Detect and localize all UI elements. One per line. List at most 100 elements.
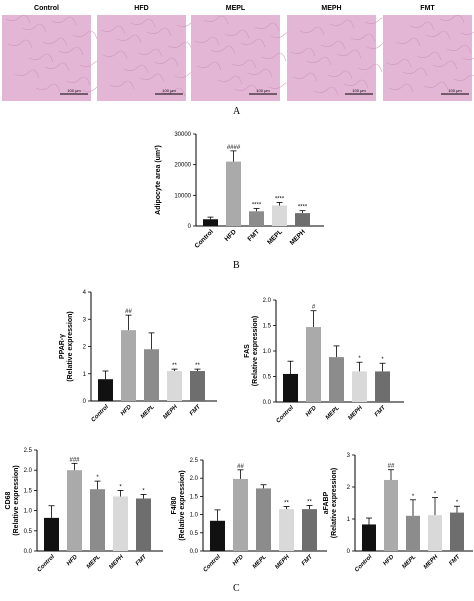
- tissue-membrane: [462, 57, 474, 60]
- x-tick-label: MEPH: [162, 404, 179, 421]
- tissue-membrane: [109, 80, 135, 90]
- tissue-membrane: [343, 79, 369, 89]
- x-tick-label: FMT: [448, 553, 462, 567]
- x-tick-label: FMT: [301, 553, 315, 567]
- tissue-membrane: [388, 83, 414, 93]
- x-tick-label: HFD: [66, 554, 79, 567]
- tissue-membrane: [357, 63, 383, 73]
- significance-label: *: [381, 357, 384, 363]
- tissue-membrane: [7, 39, 33, 49]
- tissue-membrane: [194, 36, 220, 46]
- x-tick-label: FMT: [374, 404, 388, 418]
- bar-hfd: [384, 479, 398, 551]
- y-tick-label: 20000: [174, 163, 191, 169]
- tissue-membrane: [5, 14, 31, 24]
- histology-image-meph: [287, 15, 376, 101]
- x-tick-label: FMT: [247, 228, 261, 242]
- bar-meph: [167, 371, 182, 401]
- tissue-membrane: [51, 16, 77, 26]
- bar-hfd: [306, 327, 321, 402]
- y-axis-label-units: (Relative expression): [13, 465, 20, 535]
- x-tick-label: HFD: [120, 404, 133, 417]
- y-tick-label: 2.5: [24, 448, 33, 454]
- tissue-membrane: [425, 30, 451, 40]
- y-tick-label: 0.5: [263, 375, 272, 381]
- significance-label: ****: [275, 196, 285, 202]
- histology-label-fmt: FMT: [420, 5, 435, 12]
- y-tick-label: 2.0: [24, 468, 33, 474]
- bar-fmt: [136, 498, 151, 551]
- bar-fmt: [375, 371, 390, 402]
- tissue-membrane: [123, 64, 149, 74]
- bar-meph: [352, 371, 367, 402]
- x-tick-label: HFD: [224, 228, 239, 243]
- y-tick-label: 0: [188, 224, 192, 230]
- y-tick-label: 0.5: [190, 531, 199, 537]
- y-axis-label: aFABP: [323, 491, 330, 514]
- tissue-membrane: [102, 50, 128, 60]
- bar-fmt: [190, 371, 205, 401]
- bar-hfd: [226, 161, 241, 226]
- significance-label: *: [142, 488, 145, 494]
- tissue-membrane: [160, 87, 186, 97]
- tissue-membrane: [306, 56, 332, 66]
- x-tick-label: MEPL: [401, 554, 417, 570]
- tissue-membrane: [72, 30, 98, 40]
- significance-label: *: [119, 484, 122, 490]
- x-tick-label: Control: [37, 554, 57, 574]
- bar-control: [362, 524, 376, 551]
- chart-fas: 0.0 0.5 1.0 1.5 2.0 FAS (Relative expression) C…: [244, 298, 404, 424]
- chart-area: 0 10000 20000 30000 Adipocyte area (um²) Cont…: [155, 132, 324, 250]
- y-axis-label-units: (Relative expression): [179, 470, 186, 540]
- bar-meph: [428, 515, 442, 551]
- y-tick-label: 1: [83, 372, 87, 378]
- scale-bar-label: 100 μm: [162, 88, 176, 93]
- bar-mepl: [256, 488, 271, 551]
- y-axis-label-units: (Relative expression): [67, 311, 74, 381]
- chart-cd68: 0.0 0.5 1.0 1.5 2.0 2.5 CD68 (Relative expressi…: [5, 448, 163, 573]
- bar-mepl: [90, 489, 105, 551]
- bar-control: [210, 520, 225, 551]
- x-tick-label: MEPH: [423, 554, 440, 571]
- scale-bar-label: 100 μm: [67, 88, 81, 93]
- chart-f480: 0.0 0.5 1.0 1.5 2.0 2.5 F4/80 (Relative express…: [171, 458, 327, 573]
- histology-label-control: Control: [34, 5, 59, 12]
- tissue-membrane: [350, 33, 376, 43]
- tissue-membrane: [386, 58, 412, 68]
- x-tick-label: MEPL: [252, 554, 268, 570]
- bar-hfd: [67, 470, 82, 551]
- chart-afabp: 0 1 2 3 aFABP (Relative expression) Control ## H…: [323, 453, 473, 573]
- chart-ppar: 0 1 2 3 4 PPAR-γ (Relative expression) Control #…: [59, 290, 217, 423]
- y-tick-label: 0.0: [24, 549, 33, 555]
- tissue-membrane: [290, 47, 316, 57]
- tissue-membrane: [402, 67, 428, 77]
- tissue-membrane: [446, 44, 472, 54]
- tissue-membrane: [146, 27, 172, 37]
- scale-bar-label: 100 μm: [448, 88, 462, 93]
- x-tick-label: FMT: [189, 403, 203, 417]
- tissue-membrane: [210, 45, 236, 55]
- tissue-membrane: [233, 84, 259, 94]
- bar-mepl: [329, 357, 344, 402]
- tissue-membrane: [416, 51, 442, 61]
- y-tick-label: 10000: [174, 193, 191, 199]
- y-tick-label: 0.0: [263, 400, 272, 406]
- tissue-membrane: [460, 31, 474, 35]
- x-tick-label: MEPH: [274, 554, 291, 571]
- tissue-membrane: [217, 75, 243, 85]
- tissue-membrane: [395, 37, 421, 47]
- tissue-membrane: [44, 62, 70, 72]
- bar-control: [283, 373, 298, 402]
- tissue-membrane: [231, 59, 257, 69]
- tissue-membrane: [261, 52, 287, 62]
- significance-label: **: [307, 500, 312, 506]
- significance-label: ##: [237, 464, 244, 470]
- significance-label: **: [195, 363, 200, 369]
- y-tick-label: 2.0: [190, 476, 199, 482]
- y-tick-label: 2.5: [190, 458, 199, 464]
- significance-label: #: [312, 305, 316, 311]
- x-tick-label: HFD: [232, 554, 245, 567]
- bar-fmt: [302, 509, 317, 551]
